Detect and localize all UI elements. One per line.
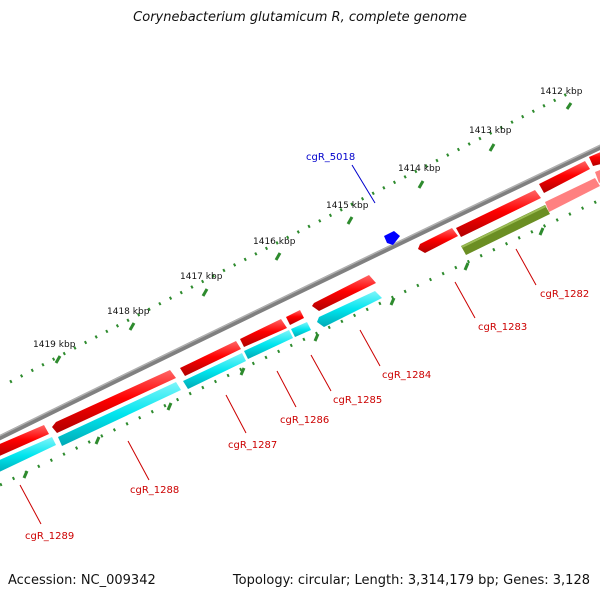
gene-arrow[interactable] [286, 310, 304, 325]
ruler-label: 1417 kbp [180, 272, 223, 282]
ruler-label: 1419 kbp [33, 340, 76, 350]
cds-arrow[interactable] [291, 322, 311, 337]
genome-summary: Topology: circular; Length: 3,314,179 bp… [232, 573, 590, 588]
inner-ruler-ticks [22, 227, 545, 479]
forward-genes [0, 275, 376, 458]
ruler-label: 1416 kbp [253, 237, 296, 247]
gene-label[interactable]: cgR_1285 [333, 395, 382, 406]
gene-label[interactable]: cgR_1282 [540, 289, 589, 300]
gene-label[interactable]: cgR_1289 [25, 531, 74, 542]
cds-arrow[interactable] [317, 291, 382, 327]
gene-label[interactable]: cgR_1288 [130, 485, 179, 496]
gene-label[interactable]: cgR_1284 [382, 370, 431, 381]
cds-track [0, 291, 382, 474]
gene-arrow-faded[interactable] [595, 168, 600, 183]
cds-arrow[interactable] [58, 382, 181, 446]
gene-marker-cgR_5018[interactable] [384, 231, 400, 245]
gene-label[interactable]: cgR_1286 [280, 415, 329, 426]
gene-labels: cgR_5018 cgR_1282 cgR_1283 cgR_1284 cgR_… [25, 152, 589, 542]
gene-arrow[interactable] [312, 275, 376, 311]
gene-arrow[interactable] [539, 161, 590, 193]
gene-arrow[interactable] [52, 370, 176, 433]
page-title: Corynebacterium glutamicum R, complete g… [133, 10, 467, 25]
ruler-label: 1413 kbp [469, 126, 512, 136]
leader-line [351, 164, 376, 204]
ruler-labels: 1412 kbp 1413 kbp 1414 kbp 1415 kbp 1416… [33, 87, 583, 350]
ruler-label: 1412 kbp [540, 87, 583, 97]
gene-label[interactable]: cgR_1287 [228, 440, 277, 451]
gene-arrow-faded[interactable] [545, 178, 600, 212]
cds-arrow[interactable] [244, 330, 293, 359]
gene-label[interactable]: cgR_5018 [306, 152, 355, 163]
ruler-label: 1414 kbp [398, 164, 441, 174]
cds-arrow[interactable] [183, 353, 246, 389]
gene-arrow[interactable] [456, 190, 541, 237]
gene-arrow[interactable] [589, 150, 600, 166]
cds-arrow-highlight[interactable] [461, 205, 550, 255]
leader-lines [19, 248, 537, 525]
cds-arrow[interactable] [0, 437, 56, 474]
gene-arrow[interactable] [418, 228, 458, 253]
ruler-label: 1415 kbp [326, 201, 369, 211]
ruler-label: 1418 kbp [107, 307, 150, 317]
ruler-ticks [54, 102, 573, 364]
gene-label[interactable]: cgR_1283 [478, 322, 527, 333]
gene-arrow[interactable] [240, 319, 287, 347]
gene-arrow[interactable] [180, 341, 241, 376]
right-genes [418, 150, 600, 255]
accession-text: Accession: NC_009342 [8, 573, 156, 588]
inner-ruler [0, 198, 600, 487]
gene-arrow[interactable] [0, 425, 49, 458]
genome-backbone [0, 144, 600, 441]
